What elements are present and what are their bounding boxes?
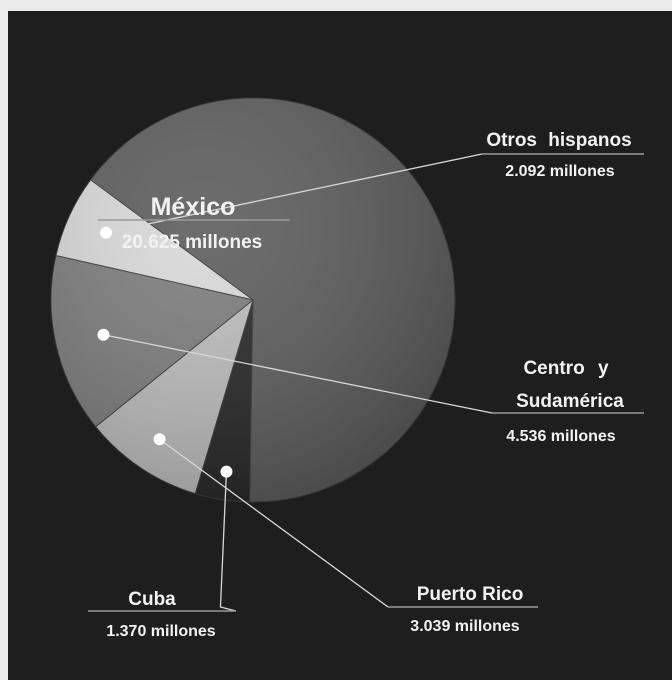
pie-slices xyxy=(50,97,456,503)
cuba-label: Cuba xyxy=(128,589,176,610)
leader-dot-centro-sudamerica xyxy=(97,328,110,341)
centro-label-line2: Sudamérica xyxy=(516,391,624,412)
leader-dot-otros-hispanos xyxy=(100,226,113,239)
leader-line-puerto-rico xyxy=(159,438,389,608)
puerto-rico-value: 3.039 millones xyxy=(410,618,519,635)
centro-label-line1: Centro y xyxy=(523,358,609,379)
mexico-label: México xyxy=(151,193,236,221)
puerto-rico-label: Puerto Rico xyxy=(417,584,524,605)
otros-hispanos-label: Otros hispanos xyxy=(486,130,631,151)
leader-dot-puerto-rico xyxy=(153,433,166,446)
cuba-value: 1.370 millones xyxy=(106,623,215,640)
chart-panel: México 20.625 millones Otros hispanos 2.… xyxy=(8,11,672,680)
label-mexico: México 20.625 millones xyxy=(98,193,290,253)
label-centro-sudamerica: Centro y Sudamérica 4.536 millones xyxy=(492,358,644,445)
pie-chart: México 20.625 millones Otros hispanos 2.… xyxy=(50,97,644,640)
mexico-value: 20.625 millones xyxy=(122,232,262,253)
otros-hispanos-value: 2.092 millones xyxy=(505,163,614,180)
leader-line-centro-sudamerica xyxy=(103,334,493,414)
label-otros-hispanos: Otros hispanos 2.092 millones xyxy=(482,130,644,180)
centro-value: 4.536 millones xyxy=(506,428,615,445)
leader-line-cuba xyxy=(219,471,237,612)
leader-dot-cuba xyxy=(220,465,233,478)
label-cuba: Cuba 1.370 millones xyxy=(88,589,236,640)
label-puerto-rico: Puerto Rico 3.039 millones xyxy=(388,584,538,635)
